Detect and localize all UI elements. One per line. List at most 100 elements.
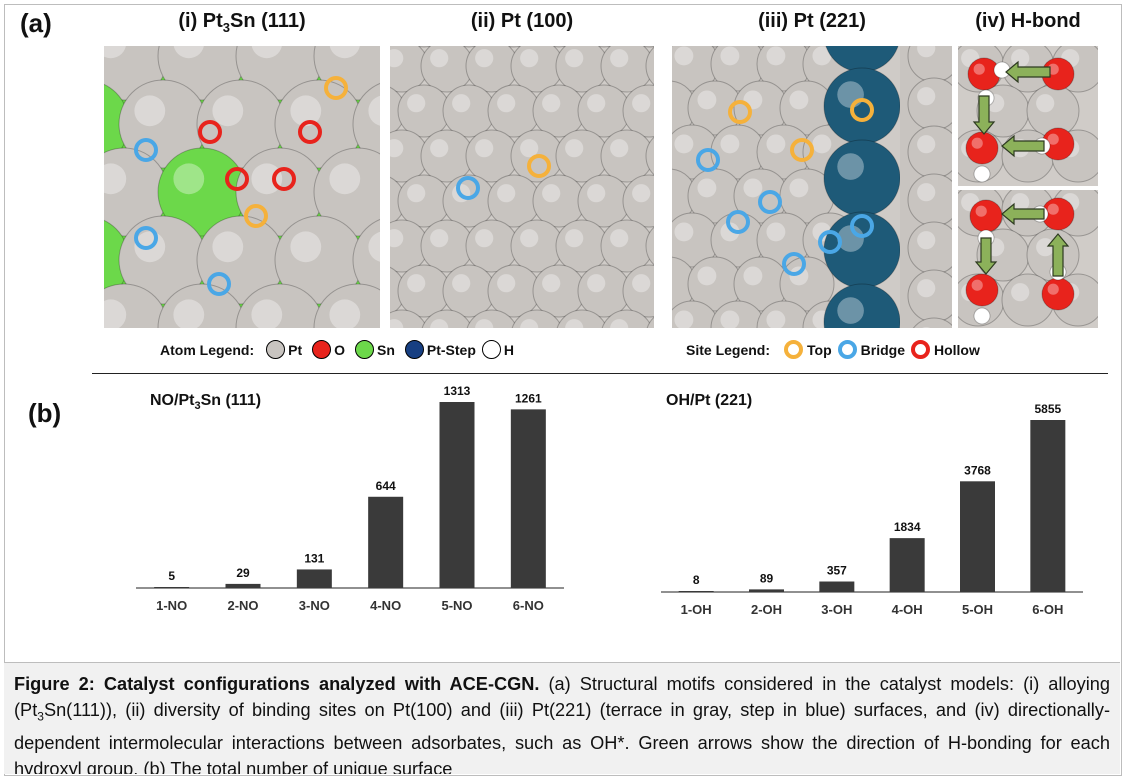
bar-value-label: 1261 (515, 391, 542, 405)
bridge-site-ring (726, 210, 750, 234)
pt-atom (645, 136, 654, 176)
x-tick-label: 3-NO (299, 598, 330, 613)
pt-atom (622, 84, 654, 138)
chart2-title: OH/Pt (221) (666, 392, 753, 409)
bar (960, 481, 995, 592)
atom-highlight (996, 64, 1003, 71)
bar-value-label: 8 (693, 573, 700, 587)
atom-highlight (497, 94, 516, 113)
atom-highlight (475, 319, 494, 328)
atom-highlight (520, 319, 539, 328)
pt-atom (556, 309, 608, 328)
hbond-arrow (1001, 134, 1045, 158)
x-tick-label: 1-OH (681, 602, 712, 617)
sn-swatch-icon (355, 340, 374, 359)
site-legend: Site Legend: Top Bridge Hollow (686, 340, 980, 359)
atom-highlight (368, 95, 380, 126)
bridge-site-ring (696, 148, 720, 172)
atom-highlight (407, 184, 426, 203)
bar-value-label: 3768 (964, 463, 991, 477)
atom-highlight (1036, 94, 1055, 113)
pt-atom (511, 309, 563, 328)
atom-legend-label: Atom Legend: (160, 341, 255, 358)
atom-highlight (837, 81, 864, 108)
atom-highlight (674, 46, 694, 66)
atom-legend-item: Sn (377, 341, 395, 358)
pt-atom (756, 300, 812, 328)
bar (510, 409, 546, 588)
atom-highlight (789, 266, 809, 286)
atom-highlight (610, 49, 629, 68)
o-atom (969, 199, 1003, 233)
atom-highlight (917, 231, 936, 250)
chart-oh-pt221: 8 1-OH 89 2-OH 357 3-OH 1834 4-OH 3768 5-OH 5855 6-… (661, 402, 1083, 617)
bar-value-label: 644 (376, 479, 396, 493)
pt-atom (555, 129, 609, 183)
atom-highlight (475, 139, 494, 158)
bar-value-label: 131 (304, 551, 324, 565)
atom-highlight (587, 274, 606, 293)
pt-atom (313, 147, 380, 237)
atom-highlight (632, 184, 651, 203)
atom-highlight (1036, 238, 1055, 257)
top-site-ring (244, 204, 268, 228)
atom-highlight (789, 90, 809, 110)
pt-step-swatch-icon (404, 340, 424, 359)
pt-atom (235, 283, 325, 328)
bar (889, 538, 925, 592)
title-pt221: (iii) Pt (221) (758, 10, 866, 32)
atom-highlight (497, 274, 516, 293)
h-swatch-icon (481, 340, 501, 359)
pt-atom (532, 174, 586, 228)
pt-atom (313, 283, 380, 328)
atom-highlight (917, 87, 936, 106)
atom-highlight (430, 319, 449, 328)
atom-highlight (837, 225, 864, 252)
atom-legend-item: Pt-Step (426, 341, 476, 358)
figure-caption: Figure 2: Catalyst configurations analyz… (4, 662, 1120, 774)
panel-b-label: (b) (28, 398, 62, 428)
atom-highlight (766, 46, 786, 66)
pt-atom (532, 264, 586, 318)
bar (225, 583, 261, 588)
hollow-site-ring (298, 120, 322, 144)
atom-highlight (104, 46, 126, 59)
pt-atom (600, 129, 654, 183)
atom-highlight (917, 279, 936, 298)
atom-highlight (980, 232, 987, 239)
pt-atom (442, 174, 496, 228)
atom-highlight (1047, 283, 1059, 295)
pt-step-atom (823, 139, 901, 217)
atom-highlight (565, 229, 584, 248)
atom-highlight (674, 222, 694, 242)
o-atom (1041, 277, 1075, 311)
bar-value-label: 29 (236, 566, 250, 580)
bridge-site-ring (782, 252, 806, 276)
hbond-arrow (974, 237, 998, 275)
atom-highlight (173, 46, 204, 59)
atom-highlight (674, 134, 694, 154)
pt-atom (466, 309, 518, 328)
atom-highlight (789, 178, 809, 198)
atom-highlight (368, 231, 380, 262)
x-tick-label: 6-OH (1032, 602, 1063, 617)
bar (678, 591, 714, 592)
atom-highlight (1047, 203, 1059, 215)
figure-frame (4, 4, 1122, 776)
pt-atom (646, 316, 654, 328)
atom-highlight (1011, 193, 1030, 212)
caption-subscript: 3 (37, 709, 44, 724)
atom-highlight (587, 184, 606, 203)
atom-highlight (430, 139, 449, 158)
h-atom (973, 307, 991, 325)
atom-highlight (720, 222, 740, 242)
atom-highlight (743, 266, 763, 286)
hollow-site-ring (272, 167, 296, 191)
atom-highlight (329, 46, 360, 59)
atom-highlight (766, 222, 786, 242)
caption-text-2: Sn(111)), (ii) diversity of binding site… (14, 700, 1110, 774)
atom-highlight (812, 134, 832, 154)
atom-highlight (452, 94, 471, 113)
chart1-title: NO/Pt3Sn (111) (150, 392, 262, 413)
hollow-site-ring (225, 167, 249, 191)
